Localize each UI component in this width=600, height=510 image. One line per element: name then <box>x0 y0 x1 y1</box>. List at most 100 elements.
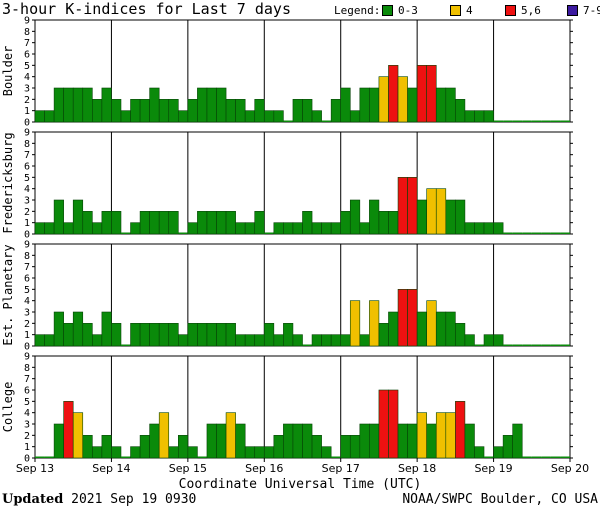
bar <box>263 446 275 459</box>
bar <box>139 435 150 459</box>
bar <box>283 222 294 235</box>
bar <box>168 323 179 347</box>
legend-label: Legend: <box>334 4 381 17</box>
bar <box>435 188 447 235</box>
bar <box>503 232 513 234</box>
bar <box>503 344 513 346</box>
bar <box>330 99 342 123</box>
bar <box>149 211 160 235</box>
bar <box>369 300 380 347</box>
y-tick-label: 9 <box>24 352 30 363</box>
x-tick-label: Sep 13 <box>16 462 54 475</box>
bar <box>35 456 45 458</box>
bar <box>388 311 399 347</box>
bar <box>44 334 55 347</box>
bar <box>197 323 208 347</box>
credit-text: NOAA/SWPC Boulder, CO USA <box>402 492 598 507</box>
y-tick-label: 1 <box>24 106 30 117</box>
bar <box>244 222 256 235</box>
bar <box>483 110 494 123</box>
bar <box>235 423 246 459</box>
updated-value: 2021 Sep 19 0930 <box>63 492 197 507</box>
y-tick-label: 6 <box>24 386 30 397</box>
bar <box>349 110 361 123</box>
bar <box>216 423 227 459</box>
bar <box>474 110 485 123</box>
y-tick-label: 5 <box>24 285 30 296</box>
bar <box>311 222 322 235</box>
y-tick-label: 2 <box>24 207 30 218</box>
bar <box>34 334 45 347</box>
bar <box>254 99 265 123</box>
y-tick-label: 2 <box>24 431 30 442</box>
bar <box>149 323 160 347</box>
bar <box>168 99 179 123</box>
bar <box>178 435 189 459</box>
x-tick-label: Sep 19 <box>474 462 512 475</box>
bar <box>407 289 418 347</box>
y-tick-label: 5 <box>24 61 30 72</box>
bar <box>416 412 427 459</box>
legend-text: 0-3 <box>398 4 418 17</box>
bar <box>292 423 303 459</box>
bar <box>34 222 45 235</box>
bar <box>455 199 466 235</box>
bar <box>63 401 74 459</box>
y-tick-label: 8 <box>24 251 30 262</box>
bar <box>503 120 513 122</box>
bar <box>416 311 427 347</box>
bar <box>541 120 551 122</box>
x-tick-label: Sep 17 <box>322 462 360 475</box>
bar <box>120 344 131 346</box>
bar <box>292 222 303 235</box>
bar <box>340 211 351 235</box>
bar <box>206 87 217 123</box>
bar <box>455 323 466 347</box>
y-tick-label: 1 <box>24 442 30 453</box>
bar <box>44 456 55 458</box>
bar <box>283 120 293 122</box>
bar <box>111 211 122 235</box>
bar <box>359 222 370 235</box>
bar <box>426 300 437 347</box>
y-tick-label: 7 <box>24 262 30 273</box>
y-tick-label: 5 <box>24 397 30 408</box>
bar <box>349 435 361 459</box>
bar <box>302 99 313 123</box>
bar <box>483 334 494 347</box>
bar <box>531 120 542 122</box>
bar <box>101 87 112 123</box>
bar <box>187 323 198 347</box>
bar <box>244 110 256 123</box>
bar <box>92 446 103 459</box>
bar <box>311 334 322 347</box>
bar <box>435 311 447 347</box>
bar <box>531 344 542 346</box>
bar <box>560 456 570 458</box>
bar <box>149 87 160 123</box>
y-tick-label: 0 <box>24 454 30 465</box>
bar <box>397 289 408 347</box>
bar <box>72 199 84 235</box>
bar <box>225 412 236 459</box>
bar <box>321 222 332 235</box>
bar <box>101 211 112 235</box>
bar <box>464 423 475 459</box>
legend-text: 4 <box>466 4 473 17</box>
bar <box>168 446 179 459</box>
bar <box>397 423 408 459</box>
bar <box>493 334 504 347</box>
bar <box>263 323 275 347</box>
bar <box>111 446 122 459</box>
bar <box>206 423 217 459</box>
bar <box>216 87 227 123</box>
bar <box>158 412 170 459</box>
bar <box>321 334 332 347</box>
bar <box>53 311 64 347</box>
bar <box>522 120 532 122</box>
bar <box>216 323 227 347</box>
bar <box>244 446 256 459</box>
bar <box>378 76 389 123</box>
bar <box>292 334 303 347</box>
bar <box>531 232 542 234</box>
